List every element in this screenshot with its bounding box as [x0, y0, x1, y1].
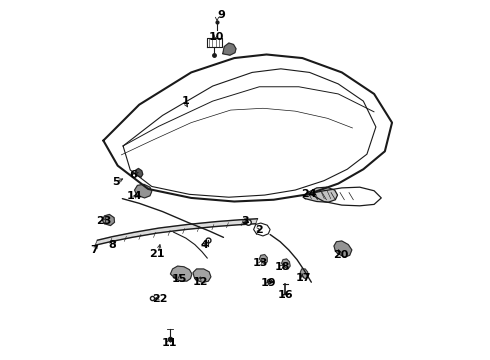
Polygon shape: [223, 43, 236, 55]
Text: 8: 8: [108, 239, 116, 249]
Text: 9: 9: [218, 10, 225, 20]
Text: 12: 12: [193, 277, 208, 287]
Text: 10: 10: [209, 32, 224, 41]
Text: 17: 17: [295, 273, 311, 283]
Text: 15: 15: [172, 274, 187, 284]
Text: 24: 24: [301, 189, 317, 199]
Polygon shape: [259, 255, 267, 264]
Polygon shape: [193, 269, 211, 283]
Polygon shape: [95, 219, 258, 245]
Text: 19: 19: [261, 278, 276, 288]
Text: 13: 13: [252, 258, 268, 268]
Text: 3: 3: [241, 216, 249, 226]
Polygon shape: [334, 241, 352, 257]
Text: 20: 20: [333, 249, 349, 260]
Polygon shape: [282, 259, 290, 269]
Polygon shape: [102, 215, 115, 226]
Text: 5: 5: [112, 177, 120, 187]
Polygon shape: [303, 187, 338, 202]
Text: 1: 1: [182, 96, 190, 106]
Text: 23: 23: [96, 216, 111, 226]
Text: 4: 4: [201, 240, 209, 250]
Polygon shape: [300, 269, 308, 279]
Text: 18: 18: [275, 262, 291, 272]
Polygon shape: [135, 184, 152, 198]
Text: 21: 21: [149, 248, 165, 258]
Polygon shape: [136, 168, 143, 177]
Text: 16: 16: [277, 291, 293, 301]
Text: 2: 2: [255, 225, 263, 235]
Text: 7: 7: [90, 245, 98, 255]
Text: 14: 14: [127, 191, 143, 201]
Text: 6: 6: [129, 170, 137, 180]
Text: 11: 11: [161, 338, 177, 348]
Text: 22: 22: [152, 294, 168, 304]
Polygon shape: [171, 266, 192, 281]
